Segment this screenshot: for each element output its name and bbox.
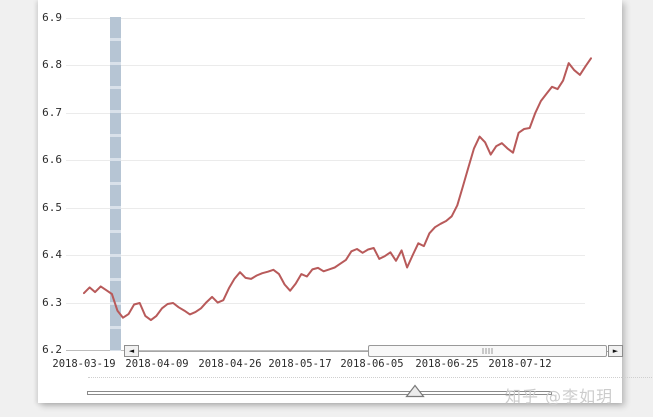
y-axis-scrollbar[interactable]: [110, 17, 121, 351]
range-slider-handle[interactable]: [405, 384, 425, 398]
y-tick-label: 6.8: [42, 58, 62, 72]
scrollbar-thumb[interactable]: [368, 345, 607, 357]
gridline: [66, 160, 585, 162]
chart-panel: 6.9 6.8 6.7 6.6 6.5 6.4 6.3 6.2 2018-03-19 2018-…: [38, 0, 653, 403]
y-tick-label: 6.7: [42, 105, 62, 119]
gridline: [66, 350, 585, 351]
gridline: [66, 112, 585, 114]
gridline: [66, 65, 585, 67]
y-tick-label: 6.3: [42, 295, 62, 309]
minor-tick-strip: [88, 377, 653, 378]
gridline: [66, 18, 585, 19]
thumb-grip-icon: [482, 348, 493, 354]
gridline: [66, 207, 585, 209]
x-tick-label: 2018-07-12: [488, 358, 552, 370]
scroll-left-button[interactable]: ◄: [124, 345, 139, 357]
x-tick-label: 2018-06-25: [415, 358, 479, 370]
y-tick-label: 6.9: [42, 11, 62, 24]
left-arrow-icon: ◄: [128, 347, 135, 355]
scroll-right-button[interactable]: ►: [608, 345, 623, 357]
watermark: 知乎 @李如玥: [505, 387, 614, 406]
y-tick-label: 6.2: [42, 343, 62, 356]
y-tick-label: 6.6: [42, 153, 62, 167]
x-tick-label: 2018-06-05: [340, 358, 404, 370]
x-tick-label: 2018-05-17: [268, 358, 332, 370]
y-tick-label: 6.5: [42, 200, 62, 214]
x-tick-label: 2018-04-26: [198, 358, 262, 370]
price-line: [83, 57, 592, 322]
gridline: [66, 302, 585, 304]
range-slider-track[interactable]: [87, 391, 552, 395]
x-tick-label: 2018-03-19: [52, 358, 116, 370]
triangle-handle-icon: [405, 384, 425, 398]
x-tick-label: 2018-04-09: [125, 358, 189, 370]
gridline: [66, 255, 585, 257]
y-tick-label: 6.4: [42, 248, 62, 262]
right-arrow-icon: ►: [612, 347, 619, 355]
